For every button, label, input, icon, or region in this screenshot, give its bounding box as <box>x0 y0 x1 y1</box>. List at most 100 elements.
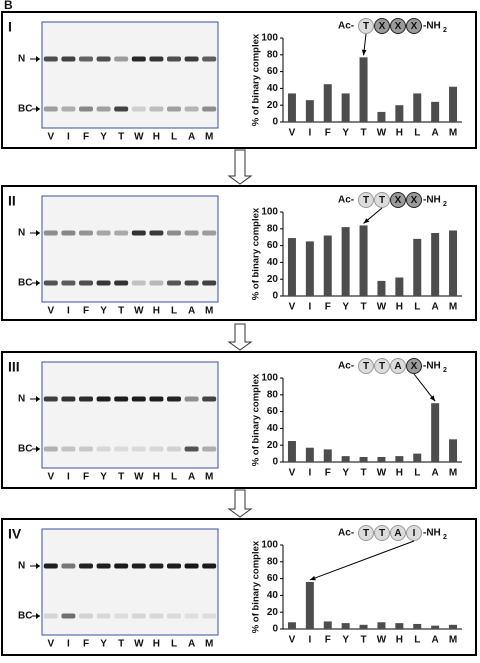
gel-band <box>79 613 93 619</box>
gel-band <box>96 56 111 62</box>
annotation-arrow-head <box>429 395 436 402</box>
residue-letter: T <box>379 195 385 206</box>
gel-band-label: N <box>18 394 25 405</box>
gel-band <box>114 446 129 452</box>
gel-band <box>167 230 181 236</box>
gel-band <box>202 613 217 619</box>
x-tick-label: I <box>308 468 311 479</box>
gel-band <box>43 106 58 112</box>
x-tick-label: A <box>432 128 439 139</box>
y-tick-label: 80 <box>267 389 279 400</box>
gel-band <box>96 396 111 402</box>
peptide-suffix: -NH <box>423 195 441 206</box>
gel-lane-label: L <box>171 132 177 143</box>
gel-band <box>149 280 164 286</box>
residue-circle <box>374 192 390 208</box>
gel-band <box>43 446 58 452</box>
x-tick-label: H <box>396 468 403 479</box>
bar <box>287 93 296 122</box>
residue-circle <box>374 358 390 374</box>
x-tick-label: Y <box>342 468 349 479</box>
annotation-arrow <box>309 540 415 581</box>
y-tick-label: 100 <box>261 207 278 218</box>
gel-lane-label: W <box>134 639 144 650</box>
gel-band-pointer-head <box>36 563 40 569</box>
x-tick-label: I <box>308 302 311 313</box>
gel-band <box>79 280 93 286</box>
gel-band <box>61 446 76 452</box>
gel-band <box>61 280 76 286</box>
gel-lane-label: Y <box>100 132 107 143</box>
gel-band <box>43 56 58 62</box>
gel-band <box>202 230 217 236</box>
peptide-suffix: -NH <box>423 361 441 372</box>
y-tick-label: 80 <box>267 556 279 567</box>
gel-band <box>202 563 217 569</box>
bar <box>395 456 404 462</box>
flow-arrow <box>227 323 253 351</box>
gel-band <box>149 613 164 619</box>
bar <box>341 227 350 296</box>
gel-band <box>202 106 217 112</box>
x-tick-label: H <box>396 302 403 313</box>
gel-lane-label: L <box>171 639 177 650</box>
gel-band <box>79 563 93 569</box>
gel-band <box>184 446 199 452</box>
residue-letter: A <box>394 528 401 539</box>
gel-band <box>131 106 146 112</box>
gel-band <box>131 230 146 236</box>
x-tick-label: V <box>289 302 296 313</box>
gel-lane-label: A <box>188 472 195 483</box>
bar <box>323 449 332 462</box>
panel-label: III <box>8 359 20 375</box>
gel-band-label: N <box>18 228 25 239</box>
bar <box>395 105 404 122</box>
gel-lane-label: V <box>47 639 54 650</box>
residue-circle <box>358 358 374 374</box>
gel-band <box>184 563 199 569</box>
y-tick-label: 100 <box>261 33 278 44</box>
gel-band <box>131 56 146 62</box>
x-tick-label: A <box>432 635 439 646</box>
y-tick-label: 20 <box>267 100 279 111</box>
gel-lane-label: M <box>205 639 213 650</box>
bar <box>413 623 422 629</box>
x-tick-label: Y <box>342 635 349 646</box>
gel-lane-label: H <box>153 306 160 317</box>
x-tick-label: T <box>360 302 366 313</box>
gel-lane-label: A <box>188 639 195 650</box>
residue-circle <box>406 192 422 208</box>
y-tick-label: 20 <box>267 274 279 285</box>
peptide-suffix-sub: 2 <box>443 367 447 374</box>
residue-circle <box>374 525 390 541</box>
residue-letter: I <box>413 528 416 539</box>
gel-lane-label: V <box>47 472 54 483</box>
gel-band-pointer-head <box>36 56 40 62</box>
bar <box>359 225 368 296</box>
peptide-suffix: -NH <box>423 528 441 539</box>
gel-lane-label: F <box>83 306 89 317</box>
y-tick-label: 40 <box>267 423 279 434</box>
annotation-arrow-head <box>309 575 316 581</box>
peptide-suffix-sub: 2 <box>443 27 447 34</box>
bar <box>341 623 350 629</box>
residue-letter: T <box>363 21 369 32</box>
gel-band <box>79 230 93 236</box>
y-axis-label: % of binary complex <box>251 540 262 633</box>
x-tick-label: M <box>449 468 457 479</box>
gel-band <box>149 56 164 62</box>
y-axis-label: % of binary complex <box>251 373 262 466</box>
residue-circle <box>374 18 390 34</box>
bar <box>449 624 458 629</box>
gel-band <box>184 396 199 402</box>
bar <box>287 622 296 629</box>
bar <box>323 621 332 629</box>
y-tick-label: 60 <box>267 240 279 251</box>
bar <box>431 625 440 629</box>
gel-band <box>202 396 217 402</box>
annotation-arrow-head <box>363 218 370 224</box>
bar <box>431 233 440 296</box>
gel-lane-label: H <box>153 132 160 143</box>
y-tick-label: 60 <box>267 66 279 77</box>
gel-band <box>43 280 58 286</box>
